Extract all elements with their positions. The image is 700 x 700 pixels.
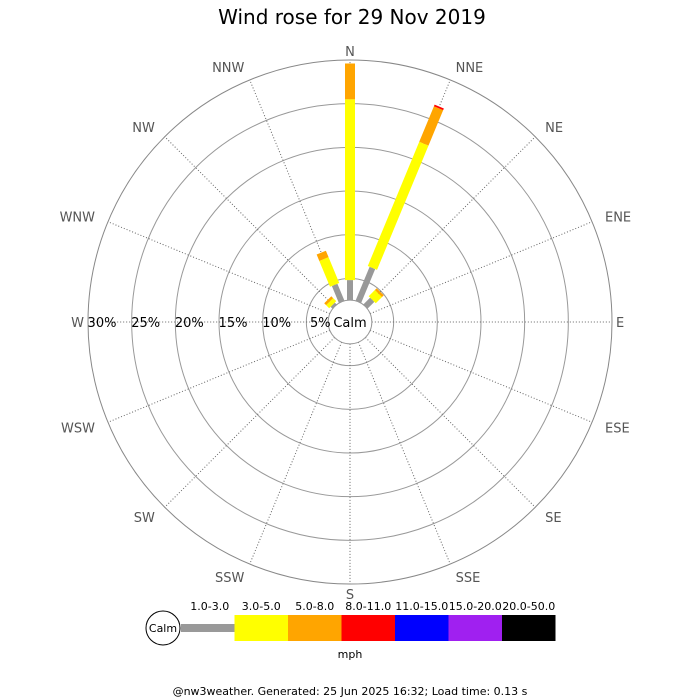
legend-label-20.0-50.0: 20.0-50.0 <box>502 600 555 613</box>
legend-swatch-20.0-50.0 <box>502 615 556 641</box>
bar-NW-1.0-3.0 <box>330 302 337 309</box>
direction-label-S: S <box>346 588 354 603</box>
grid-spoke-SE <box>365 337 536 508</box>
ring-label-6: 30% <box>88 316 117 331</box>
direction-label-SSW: SSW <box>215 571 245 586</box>
grid-spoke-SSE <box>357 341 451 565</box>
grid-spoke-ENE <box>369 221 593 315</box>
bar-NNW-3.0-5.0 <box>319 257 340 287</box>
bar-NNE-8.0-11.0 <box>433 104 444 111</box>
ring-label-3: 15% <box>219 316 248 331</box>
bar-NE-3.0-5.0 <box>368 290 382 304</box>
bar-N-3.0-5.0 <box>345 99 355 281</box>
direction-label-NNW: NNW <box>212 61 244 76</box>
bar-NE-1.0-3.0 <box>363 297 375 309</box>
legend-label-3.0-5.0: 3.0-5.0 <box>242 600 281 613</box>
chart-title: Wind rose for 29 Nov 2019 <box>218 5 486 29</box>
ring-label-2: 10% <box>262 316 291 331</box>
bar-NNW-5.0-8.0 <box>316 250 329 261</box>
direction-label-WNW: WNW <box>60 210 96 225</box>
direction-label-ESE: ESE <box>605 422 630 437</box>
legend-swatch-8.0-11.0 <box>341 615 395 641</box>
direction-label-SW: SW <box>134 511 155 526</box>
grid-spoke-NNW <box>249 79 343 303</box>
ring-label-4: 20% <box>175 316 204 331</box>
legend-label-1.0-3.0: 1.0-3.0 <box>190 600 229 613</box>
footer-text: @nw3weather. Generated: 25 Jun 2025 16:3… <box>173 685 528 698</box>
direction-label-W: W <box>71 316 84 331</box>
ring-label-1: 5% <box>310 316 331 331</box>
legend-calm-label: Calm <box>149 622 177 635</box>
legend-swatch-11.0-15.0 <box>395 615 449 641</box>
direction-label-NW: NW <box>132 121 155 136</box>
direction-label-NNE: NNE <box>456 61 484 76</box>
direction-label-N: N <box>345 45 355 60</box>
legend-label-11.0-15.0: 11.0-15.0 <box>395 600 448 613</box>
direction-label-E: E <box>616 316 624 331</box>
grid-spoke-SSW <box>249 341 343 565</box>
polar-grid <box>87 59 613 585</box>
bar-NNE-3.0-5.0 <box>367 141 429 270</box>
bar-NW-5.0-8.0 <box>324 296 334 306</box>
grid-spoke-WSW <box>107 329 331 423</box>
ring-label-5: 25% <box>131 316 160 331</box>
legend-label-15.0-20.0: 15.0-20.0 <box>449 600 502 613</box>
bar-NNW-1.0-3.0 <box>331 283 345 303</box>
legend-label-8.0-11.0: 8.0-11.0 <box>345 600 391 613</box>
bar-NNE-1.0-3.0 <box>355 266 376 303</box>
grid-spoke-NE <box>365 136 536 307</box>
bar-NNE-5.0-8.0 <box>419 106 444 146</box>
legend-swatch-1.0-3.0 <box>181 624 235 632</box>
legend: Calm 1.0-3.0 3.0-5.0 5.0-8.0 8.0-11.0 11.0-15… <box>145 600 556 661</box>
legend-swatch-3.0-5.0 <box>234 615 288 641</box>
grid-spoke-NW <box>164 136 335 307</box>
bar-NW-3.0-5.0 <box>326 298 337 309</box>
grid-spoke-ESE <box>369 329 593 423</box>
grid-spoke-SW <box>164 337 335 508</box>
legend-label-5.0-8.0: 5.0-8.0 <box>295 600 334 613</box>
legend-calm-circle <box>145 610 181 646</box>
direction-label-SSE: SSE <box>456 571 481 586</box>
calm-label: Calm <box>333 316 366 331</box>
bar-NE-5.0-8.0 <box>374 288 384 298</box>
bar-N-5.0-8.0 <box>345 63 355 100</box>
grid-spoke-WNW <box>107 221 331 315</box>
direction-label-NE: NE <box>545 121 563 136</box>
direction-label-WSW: WSW <box>61 422 95 437</box>
wind-bars <box>316 63 444 309</box>
legend-swatch-5.0-8.0 <box>288 615 342 641</box>
direction-label-SE: SE <box>545 511 561 526</box>
direction-label-ENE: ENE <box>605 210 631 225</box>
legend-unit-label: mph <box>338 648 363 661</box>
bar-N-1.0-3.0 <box>347 280 353 301</box>
legend-swatch-15.0-20.0 <box>448 615 502 641</box>
